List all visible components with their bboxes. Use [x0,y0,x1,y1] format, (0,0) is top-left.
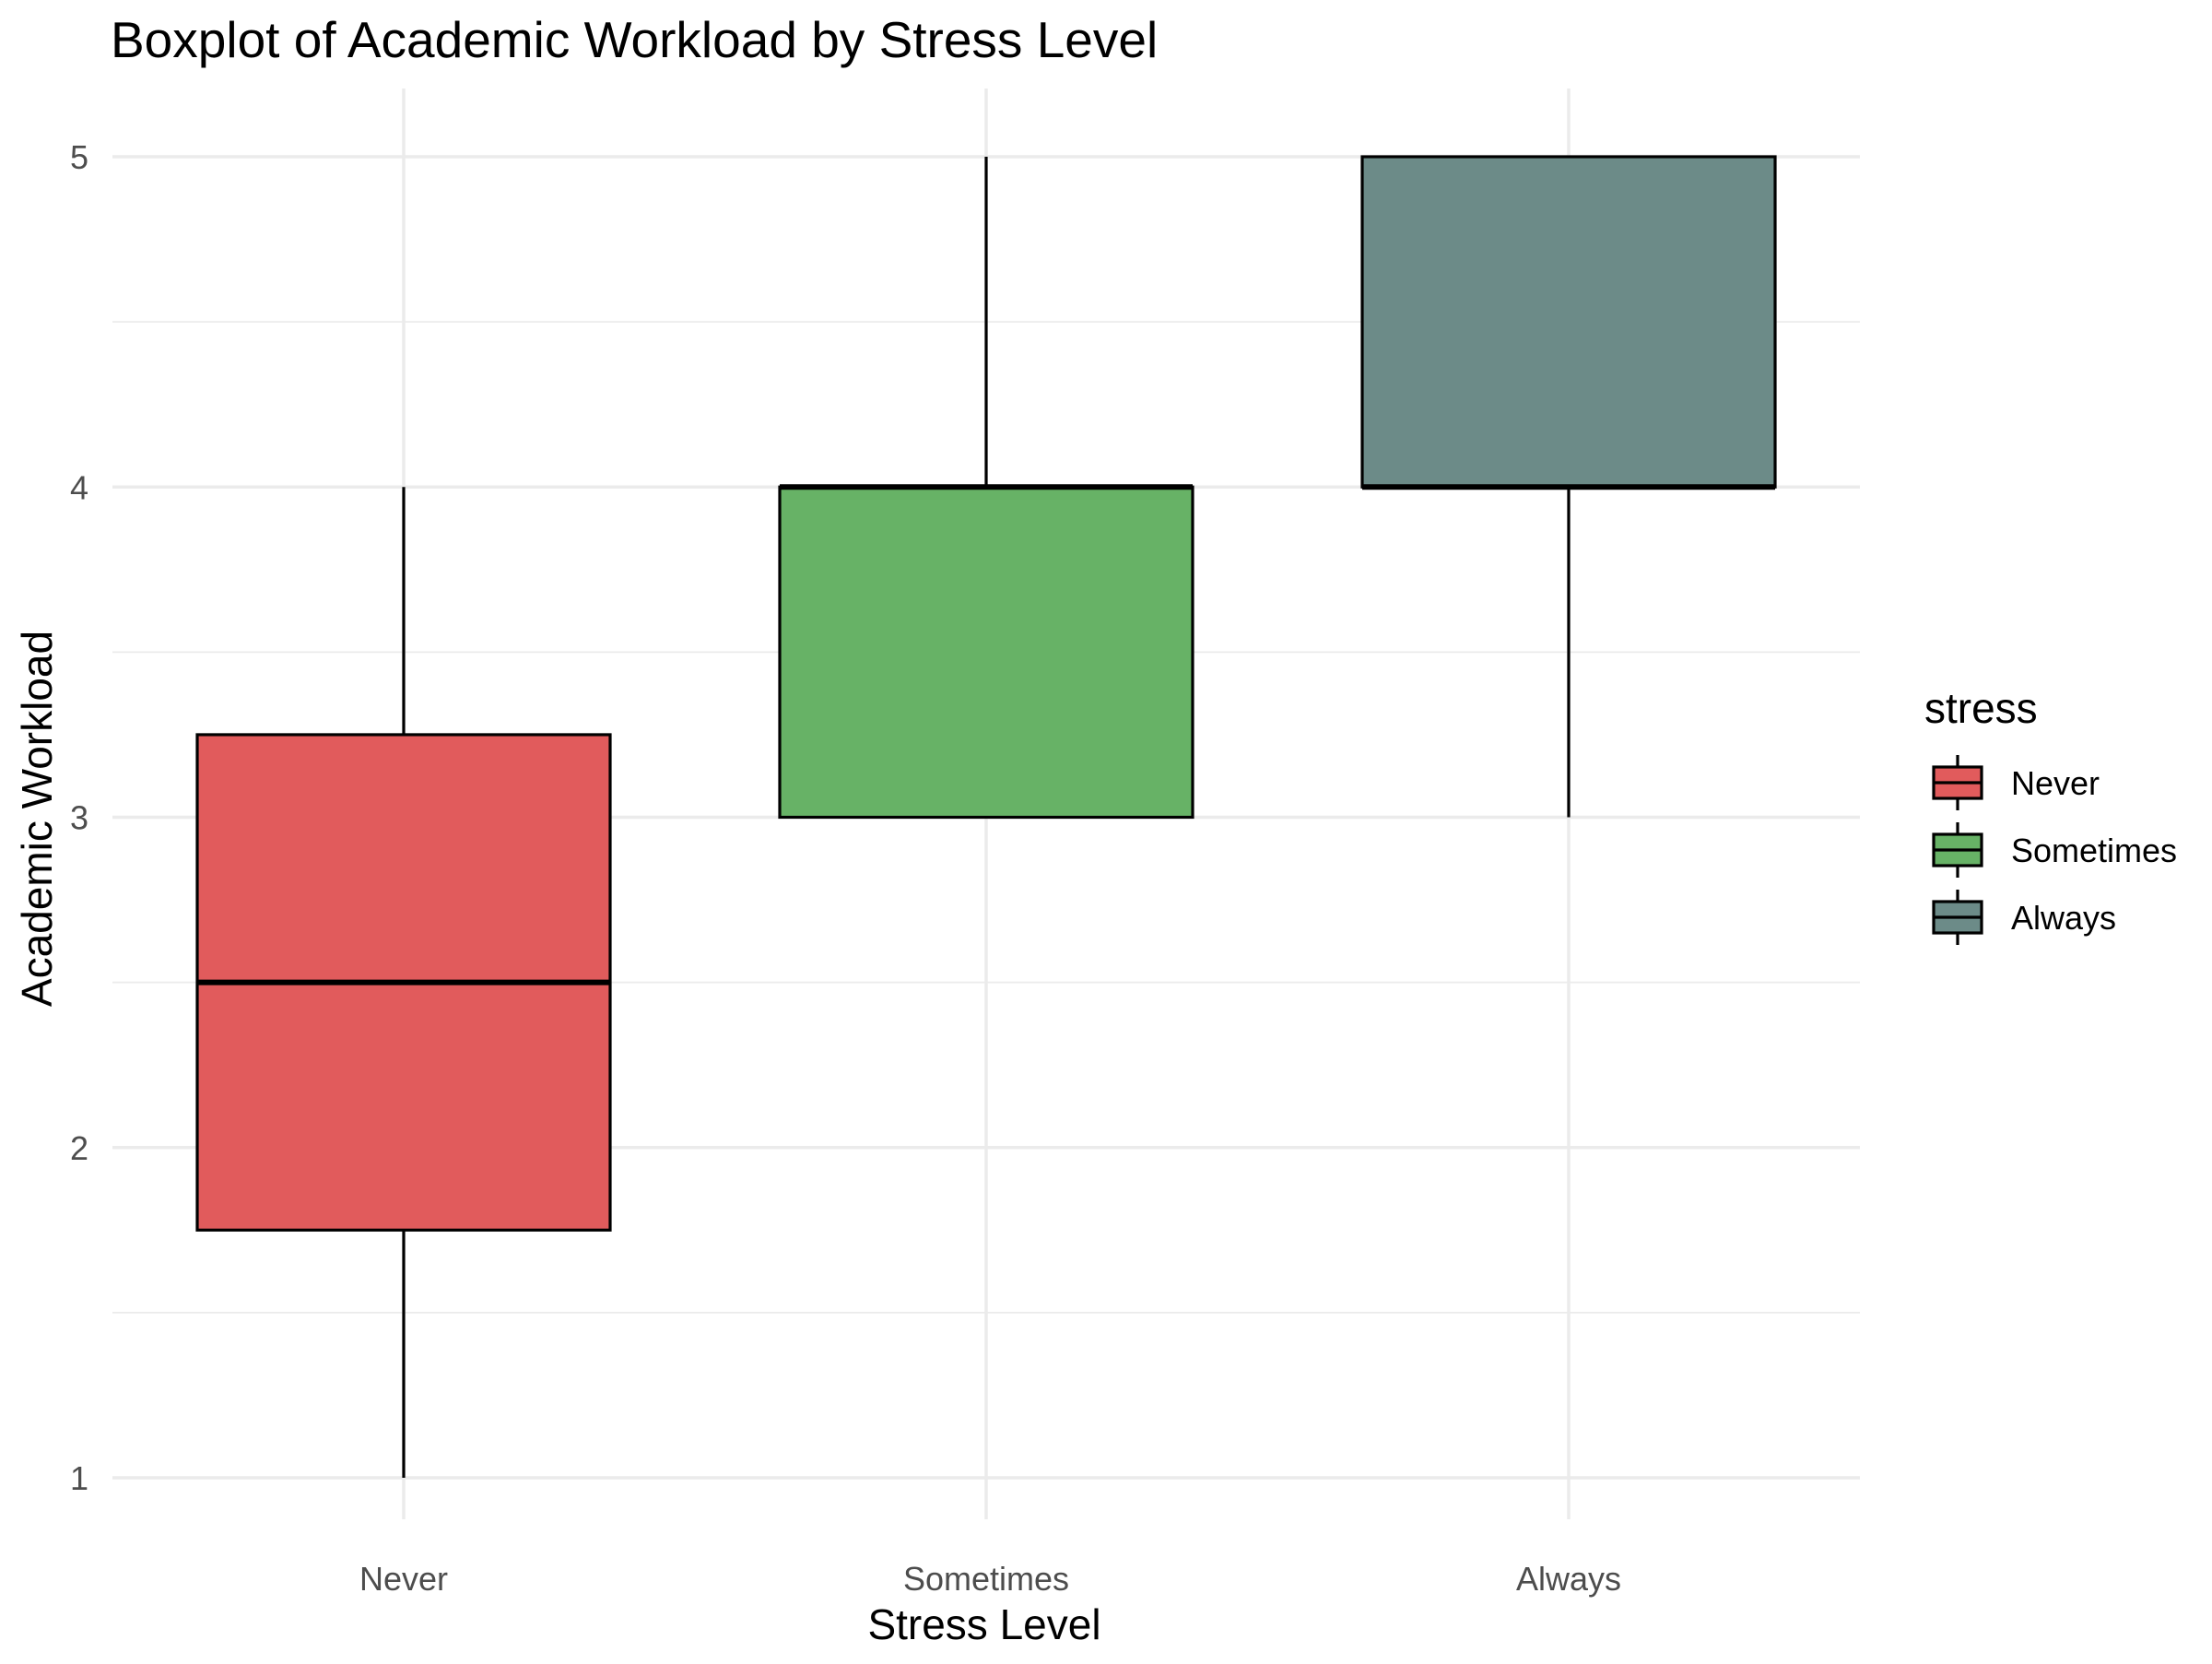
legend-title: stress [1924,684,2038,732]
boxes [195,155,1777,1478]
box-body [778,485,1194,820]
legend-item-never: Never [1932,755,2100,810]
legend-label: Always [2011,899,2116,937]
x-tick-label: Never [359,1560,448,1598]
legend-item-always: Always [1932,890,2116,945]
box-sometimes [778,157,1194,820]
x-axis-title: Stress Level [867,1600,1100,1648]
x-tick-label: Sometimes [903,1560,1069,1598]
chart-title: Boxplot of Academic Workload by Stress L… [111,11,1158,68]
y-axis-title: Academic Workload [13,631,61,1007]
x-tick-label: Always [1516,1560,1621,1598]
box-never [195,487,612,1478]
legend: stress Never Sometimes Always [1924,684,2177,945]
legend-label: Sometimes [2011,832,2177,869]
y-tick-label: 2 [70,1129,88,1167]
box-body [1360,155,1777,489]
box-always [1360,155,1777,818]
legend-items: Never Sometimes Always [1932,755,2177,945]
legend-label: Never [2011,764,2100,802]
y-tick-label: 3 [70,799,88,837]
legend-item-sometimes: Sometimes [1932,822,2177,878]
y-tick-label: 4 [70,468,88,506]
y-tick-label: 5 [70,138,88,176]
tick-labels: 1 2 3 4 5 Never Sometimes Always [70,138,1621,1598]
y-tick-label: 1 [70,1459,88,1497]
